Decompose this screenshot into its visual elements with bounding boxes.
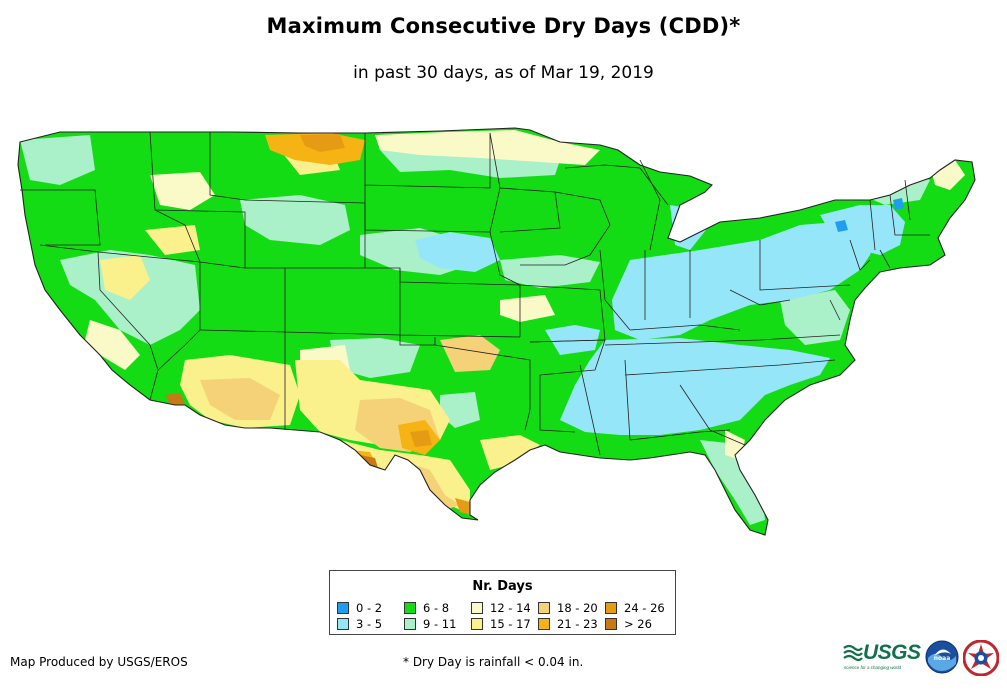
noaa-logo: noaa xyxy=(925,640,959,678)
legend-item: 15 - 17 xyxy=(471,617,531,631)
map-credit: Map Produced by USGS/EROS xyxy=(10,655,188,669)
legend-label: 9 - 11 xyxy=(423,617,457,631)
legend-item: 12 - 14 xyxy=(471,601,531,615)
legend-swatch xyxy=(404,618,416,630)
legend-label: 6 - 8 xyxy=(423,601,450,615)
legend-title: Nr. Days xyxy=(472,579,533,594)
legend-swatch xyxy=(337,618,349,630)
legend-item: 21 - 23 xyxy=(538,617,598,631)
legend-label: 0 - 2 xyxy=(356,601,383,615)
map-title: Maximum Consecutive Dry Days (CDD)* xyxy=(266,14,741,38)
dry-day-note: * Dry Day is rainfall < 0.04 in. xyxy=(403,655,584,669)
legend-label: 18 - 20 xyxy=(557,601,598,615)
nws-logo xyxy=(962,639,1000,680)
legend-swatch xyxy=(471,618,483,630)
legend-label: 15 - 17 xyxy=(490,617,531,631)
legend-swatch xyxy=(605,602,617,614)
legend-swatch xyxy=(605,618,617,630)
legend-item: 9 - 11 xyxy=(404,617,456,631)
legend-item: 6 - 8 xyxy=(404,601,449,615)
legend-item: 18 - 20 xyxy=(538,601,598,615)
legend-item: 3 - 5 xyxy=(337,617,382,631)
legend-label: 24 - 26 xyxy=(624,601,665,615)
legend-item: 24 - 26 xyxy=(605,601,665,615)
legend-swatch xyxy=(337,602,349,614)
legend-label: 21 - 23 xyxy=(557,617,598,631)
legend-swatch xyxy=(404,602,416,614)
state-boundaries xyxy=(20,131,930,456)
nws-emblem-icon xyxy=(962,639,1000,677)
legend-label: > 26 xyxy=(624,617,652,631)
legend-label: 3 - 5 xyxy=(356,617,383,631)
legend-swatch xyxy=(538,618,550,630)
legend-item: > 26 xyxy=(605,617,652,631)
usgs-wordmark: USGS xyxy=(863,641,921,664)
legend-swatch xyxy=(538,602,550,614)
map-subtitle: in past 30 days, as of Mar 19, 2019 xyxy=(353,63,654,83)
usgs-logo: USGS science for a changing world xyxy=(843,641,921,670)
usgs-wave-icon xyxy=(843,644,863,662)
legend: Nr. Days 0 - 2 3 - 5 6 - 8 9 - 11 12 - 1… xyxy=(329,570,676,635)
legend-swatch xyxy=(471,602,483,614)
legend-item: 0 - 2 xyxy=(337,601,382,615)
noaa-emblem-icon: noaa xyxy=(925,640,959,674)
cdd-field xyxy=(18,128,975,535)
usgs-tagline: science for a changing world xyxy=(844,665,902,670)
legend-label: 12 - 14 xyxy=(490,601,531,615)
noaa-text: noaa xyxy=(934,655,951,662)
